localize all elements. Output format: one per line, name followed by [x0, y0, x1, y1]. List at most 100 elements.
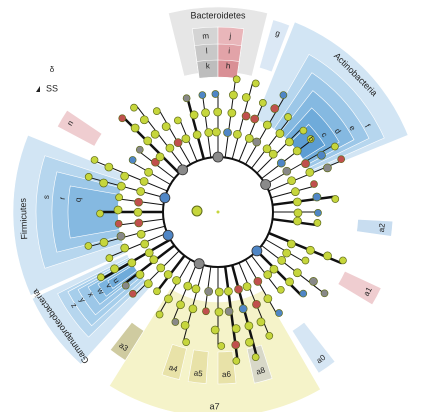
clade-label: k [205, 61, 211, 70]
node [331, 142, 339, 151]
branch [186, 97, 205, 160]
node [181, 134, 191, 144]
node [144, 248, 154, 258]
node [96, 209, 104, 218]
node [127, 258, 137, 268]
node [117, 181, 126, 191]
node [223, 128, 232, 137]
node [113, 205, 123, 215]
node [182, 94, 191, 103]
clade-label: y [78, 296, 88, 304]
node [129, 289, 137, 298]
branch [158, 259, 191, 315]
node [115, 193, 123, 202]
tree [84, 75, 347, 365]
node [201, 108, 210, 118]
node [282, 166, 292, 176]
node [164, 294, 173, 304]
node [312, 192, 322, 202]
node [149, 255, 159, 265]
node [84, 172, 93, 181]
node [291, 187, 300, 196]
node [211, 90, 220, 98]
node [133, 207, 143, 217]
branch [256, 128, 302, 174]
clade-label: Bacteroidetes [190, 10, 246, 20]
node [216, 210, 220, 214]
node [213, 107, 223, 117]
clade-sector [108, 287, 321, 412]
node [180, 320, 190, 330]
node [104, 162, 114, 172]
node [232, 357, 241, 365]
node [309, 277, 318, 286]
node [292, 146, 302, 156]
node [305, 168, 315, 177]
node [99, 238, 109, 247]
clade-label: i [228, 46, 231, 55]
clade-sector [258, 19, 291, 73]
clade-label: a6 [222, 370, 232, 379]
node [159, 192, 171, 204]
clade-sector [217, 350, 237, 385]
node [245, 337, 254, 347]
node [293, 197, 302, 207]
node [114, 219, 123, 228]
branch [158, 109, 191, 165]
clade-label: b [306, 135, 316, 144]
branch [251, 118, 291, 169]
clade-label: s [42, 195, 51, 200]
node [241, 93, 251, 102]
node [310, 180, 318, 188]
clade-label: l [206, 46, 209, 55]
clade-label: a8 [255, 365, 266, 376]
node [171, 318, 180, 326]
node [269, 264, 279, 274]
node [244, 134, 254, 143]
node [204, 128, 214, 137]
clade-sector [337, 270, 382, 306]
branch [123, 244, 176, 285]
node [241, 111, 251, 121]
clade-label: a5 [193, 368, 203, 378]
node [217, 342, 226, 350]
node [99, 178, 108, 188]
node [128, 156, 137, 164]
legend-symbol: δ [50, 65, 55, 74]
node [279, 91, 288, 99]
node [182, 338, 190, 347]
node [224, 307, 234, 316]
node [177, 164, 189, 176]
node [156, 263, 166, 273]
node [276, 158, 286, 168]
node [339, 256, 347, 265]
node [163, 270, 173, 279]
node [229, 90, 238, 100]
node [176, 300, 185, 310]
clade-label: w [95, 285, 106, 296]
node [252, 299, 261, 309]
clade-sector [187, 349, 209, 384]
node [120, 243, 130, 253]
node [320, 289, 329, 298]
branch [134, 250, 180, 296]
node [143, 136, 153, 146]
branch [202, 94, 212, 158]
node [286, 239, 296, 249]
node [285, 137, 294, 147]
node [120, 171, 129, 181]
node [285, 277, 294, 287]
node [284, 113, 292, 121]
clade-label: d [333, 127, 343, 136]
branch [238, 102, 264, 162]
node [260, 179, 272, 190]
node [275, 309, 283, 317]
clade-label: a7 [210, 401, 220, 411]
clade-label: z [69, 301, 79, 309]
clade-label: v [104, 281, 114, 289]
node [293, 268, 302, 278]
node [250, 114, 260, 124]
node [256, 317, 266, 327]
node [155, 310, 164, 319]
